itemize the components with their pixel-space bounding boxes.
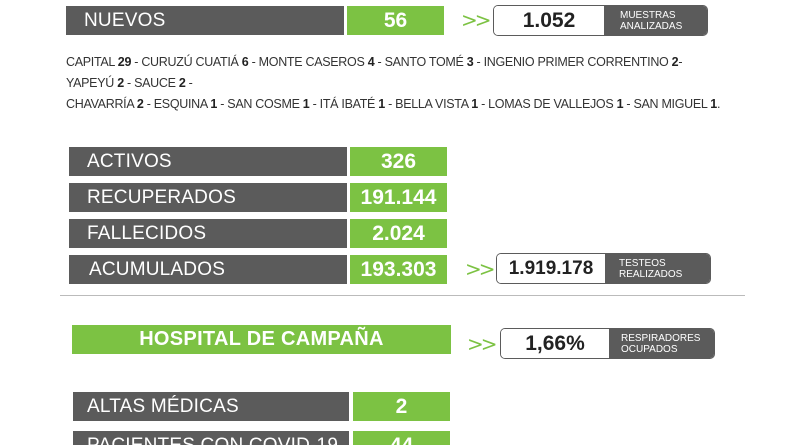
respiradores-caption-line1: RESPIRADORES <box>621 332 701 344</box>
city-separator: - <box>217 97 228 111</box>
city-count: 2 <box>117 76 124 90</box>
respiradores-caption: RESPIRADORES OCUPADOS <box>609 329 714 358</box>
testeos-box: 1.919.178 TESTEOS REALIZADOS <box>496 253 711 284</box>
city-name: LOMAS DE VALLEJOS <box>488 97 614 111</box>
respiradores-caption-line2: OCUPADOS <box>621 343 678 355</box>
city-separator: - <box>623 97 634 111</box>
city-name: CURUZÚ CUATIÁ <box>141 55 239 69</box>
hospital-title: HOSPITAL DE CAMPAÑA <box>72 325 451 354</box>
city-item: ESQUINA 1 - <box>154 97 228 111</box>
city-item: CURUZÚ CUATIÁ 6 - <box>141 55 258 69</box>
pacientes-value: 44 <box>353 431 450 445</box>
city-name: ITÁ IBATÉ <box>319 97 376 111</box>
muestras-value: 1.052 <box>494 6 604 35</box>
city-count: 1 <box>378 97 385 111</box>
testeos-value: 1.919.178 <box>497 254 605 283</box>
city-count: 6 <box>241 55 249 69</box>
city-item: MONTE CASEROS 4 - <box>259 55 385 69</box>
city-count: 1 <box>471 97 478 111</box>
city-item: SANTO TOMÉ 3 - <box>385 55 484 69</box>
pacientes-label-text: PACIENTES CON COVID-19 <box>87 434 339 445</box>
respiradores-box: 1,66% RESPIRADORES OCUPADOS <box>500 328 715 359</box>
city-count: 2 <box>136 97 144 111</box>
city-item: BELLA VISTA 1 - <box>395 97 488 111</box>
activos-label-text: ACTIVOS <box>87 150 172 172</box>
city-item: INGENIO PRIMER CORRENTINO 2- <box>484 55 683 69</box>
city-count: 2 <box>178 76 186 90</box>
nuevos-value: 56 <box>347 6 444 35</box>
city-separator: - <box>123 76 135 90</box>
fallecidos-label-text: FALLECIDOS <box>87 222 207 244</box>
city-count: 4 <box>367 55 375 69</box>
city-name: SAUCE <box>134 76 176 90</box>
city-separator: - <box>185 76 193 90</box>
cities-list: CAPITAL 29 - CURUZÚ CUATIÁ 6 - MONTE CAS… <box>66 52 726 115</box>
city-item: SAUCE 2 - <box>134 76 193 90</box>
city-separator: - <box>309 97 320 111</box>
city-item: YAPEYÚ 2 - <box>66 76 134 90</box>
activos-label: ACTIVOS <box>69 147 347 176</box>
altas-label-text: ALTAS MÉDICAS <box>87 395 239 417</box>
acumulados-value: 193.303 <box>350 255 447 284</box>
city-item: CAPITAL 29 - <box>66 55 141 69</box>
city-count: 1 <box>616 97 624 111</box>
testeos-chevron-icon: >> <box>465 257 495 281</box>
city-count: 1 <box>302 97 310 111</box>
muestras-caption: MUESTRAS ANALIZADAS <box>604 6 707 35</box>
city-name: MONTE CASEROS <box>258 55 365 69</box>
city-separator: - <box>374 55 385 69</box>
city-count: 1 <box>710 97 717 111</box>
city-name: ESQUINA <box>153 97 208 111</box>
city-separator: - <box>131 55 142 69</box>
city-count: 3 <box>466 55 474 69</box>
city-name: CHAVARRÍA <box>66 97 134 111</box>
city-name: BELLA VISTA <box>395 97 469 111</box>
city-item: LOMAS DE VALLEJOS 1 - <box>488 97 633 111</box>
city-separator: - <box>678 55 683 69</box>
city-item: ITÁ IBATÉ 1 - <box>320 97 395 111</box>
altas-value: 2 <box>353 392 450 421</box>
muestras-caption-line2: ANALIZADAS <box>620 20 683 32</box>
testeos-caption-line1: TESTEOS <box>619 257 666 269</box>
recuperados-label-text: RECUPERADOS <box>87 186 236 208</box>
city-separator: . <box>716 97 721 111</box>
activos-value: 326 <box>350 147 447 176</box>
recuperados-value: 191.144 <box>350 183 447 212</box>
city-count: 29 <box>117 55 132 69</box>
city-name: SANTO TOMÉ <box>384 55 464 69</box>
fallecidos-value: 2.024 <box>350 219 447 248</box>
respiradores-chevron-icon: >> <box>467 332 497 356</box>
acumulados-label: ACUMULADOS <box>69 255 347 284</box>
city-separator: - <box>473 55 484 69</box>
section-divider <box>60 295 745 296</box>
nuevos-label-text: NUEVOS <box>84 9 166 31</box>
city-name: INGENIO PRIMER CORRENTINO <box>483 55 669 69</box>
testeos-caption-line2: REALIZADOS <box>619 268 683 280</box>
muestras-caption-line1: MUESTRAS <box>620 9 676 21</box>
city-separator: - <box>477 97 489 111</box>
city-name: YAPEYÚ <box>66 76 114 90</box>
nuevos-label: NUEVOS <box>66 6 344 35</box>
city-name: CAPITAL <box>66 55 115 69</box>
city-item: CHAVARRÍA 2 - <box>66 97 154 111</box>
muestras-box: 1.052 MUESTRAS ANALIZADAS <box>493 5 708 36</box>
city-count: 1 <box>210 97 218 111</box>
city-count: 2 <box>671 55 679 69</box>
acumulados-label-text: ACUMULADOS <box>89 258 226 280</box>
city-separator: - <box>248 55 259 69</box>
city-separator: - <box>384 97 396 111</box>
city-item: SAN MIGUEL 1. <box>633 97 720 111</box>
testeos-caption: TESTEOS REALIZADOS <box>605 254 710 283</box>
city-separator: - <box>143 97 154 111</box>
nuevos-chevron-icon: >> <box>461 8 491 32</box>
respiradores-value: 1,66% <box>501 329 609 358</box>
pacientes-label: PACIENTES CON COVID-19 <box>73 431 349 445</box>
recuperados-label: RECUPERADOS <box>69 183 347 212</box>
altas-label: ALTAS MÉDICAS <box>73 392 349 421</box>
city-name: SAN COSME <box>227 97 300 111</box>
city-name: SAN MIGUEL <box>633 97 708 111</box>
city-item: SAN COSME 1 - <box>227 97 319 111</box>
fallecidos-label: FALLECIDOS <box>69 219 347 248</box>
